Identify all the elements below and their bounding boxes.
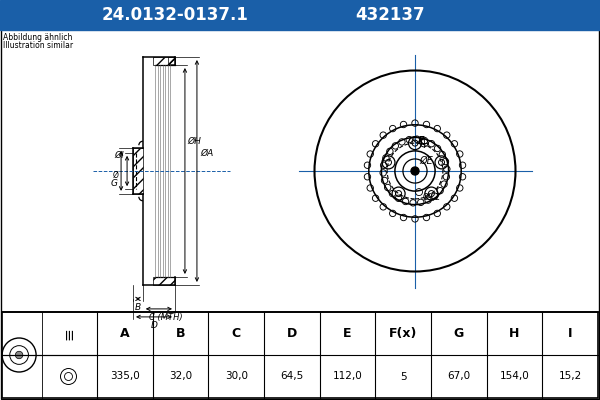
Text: 30,0: 30,0 bbox=[224, 372, 248, 382]
Text: F(x): F(x) bbox=[389, 327, 418, 340]
Text: ØI: ØI bbox=[115, 150, 124, 160]
Text: D: D bbox=[151, 321, 157, 330]
Text: 154,0: 154,0 bbox=[500, 372, 529, 382]
Text: 67,0: 67,0 bbox=[447, 372, 470, 382]
Text: I: I bbox=[568, 327, 572, 340]
Text: D: D bbox=[287, 327, 297, 340]
Bar bbox=[168, 57, 175, 64]
Text: F: F bbox=[418, 136, 425, 146]
Text: G: G bbox=[111, 178, 118, 188]
Text: A: A bbox=[120, 327, 130, 340]
Circle shape bbox=[16, 351, 23, 359]
Bar bbox=[153, 57, 175, 65]
Text: 432137: 432137 bbox=[355, 6, 425, 24]
Text: ≡: ≡ bbox=[61, 327, 76, 340]
Text: 5: 5 bbox=[400, 372, 406, 382]
Text: ØA: ØA bbox=[200, 148, 213, 158]
Text: 15,2: 15,2 bbox=[559, 372, 582, 382]
Text: H: H bbox=[509, 327, 520, 340]
Text: ØH: ØH bbox=[187, 136, 201, 146]
Text: Illustration similar: Illustration similar bbox=[3, 41, 73, 50]
Text: 24.0132-0137.1: 24.0132-0137.1 bbox=[101, 6, 248, 24]
Text: C: C bbox=[232, 327, 241, 340]
Circle shape bbox=[411, 167, 419, 175]
Text: Abbildung ähnlich: Abbildung ähnlich bbox=[3, 33, 73, 42]
Text: 64,5: 64,5 bbox=[280, 372, 304, 382]
Text: 335,0: 335,0 bbox=[110, 372, 140, 382]
Text: 32,0: 32,0 bbox=[169, 372, 192, 382]
Bar bbox=[133, 148, 143, 194]
Text: ØE: ØE bbox=[419, 156, 433, 166]
Text: Ø: Ø bbox=[112, 170, 118, 180]
Text: B: B bbox=[176, 327, 185, 340]
Text: C (MTH): C (MTH) bbox=[149, 313, 183, 322]
Text: E: E bbox=[343, 327, 352, 340]
Text: 112,0: 112,0 bbox=[332, 372, 362, 382]
Text: Ø9,2: Ø9,2 bbox=[423, 193, 441, 202]
Bar bbox=[2, 312, 598, 398]
Text: B: B bbox=[135, 303, 141, 312]
Bar bbox=[153, 277, 175, 285]
Text: G: G bbox=[454, 327, 464, 340]
Bar bbox=[0, 0, 600, 30]
